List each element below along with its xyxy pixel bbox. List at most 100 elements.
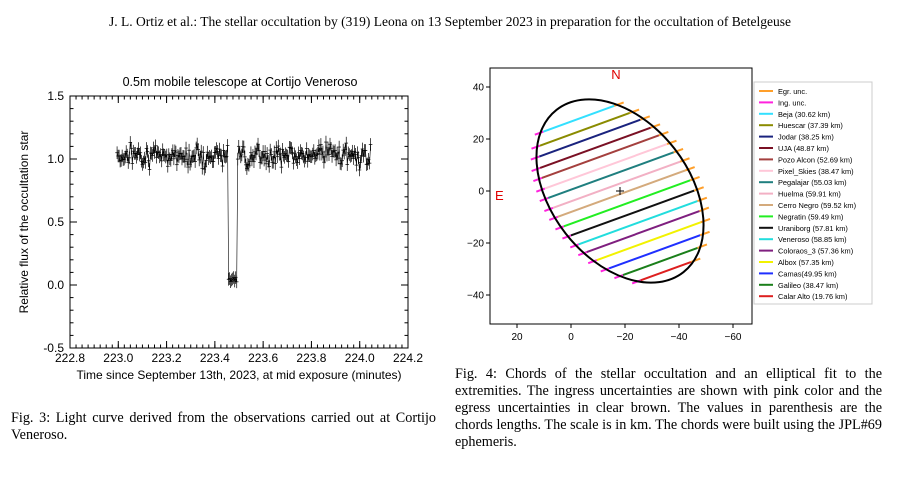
- x-tick-label: 223.0: [103, 351, 133, 365]
- egress-uncertainty: [679, 157, 690, 163]
- x-tick-label: 223.2: [152, 351, 182, 365]
- ingress-uncertainty: [533, 177, 543, 182]
- x-tick-label: −20: [617, 332, 634, 343]
- legend-label: Coloraos_3 (57.36 km): [778, 247, 853, 256]
- legend-label: Ing. unc.: [778, 98, 806, 107]
- chord-line: [608, 234, 701, 270]
- x-tick-label: −40: [671, 332, 688, 343]
- legend-label: Jodar (38.25 km): [778, 133, 834, 142]
- light-curve-xlabel: Time since September 13th, 2023, at mid …: [76, 368, 401, 382]
- chord-line: [578, 200, 698, 246]
- egress-uncertainty: [650, 123, 661, 129]
- chord-line: [557, 169, 686, 218]
- chord-line: [538, 118, 641, 158]
- chord-line: [542, 104, 615, 133]
- ingress-uncertainty: [548, 215, 559, 221]
- egress-uncertainty: [700, 217, 711, 224]
- chord-line: [539, 112, 631, 147]
- chord-line: [640, 261, 692, 282]
- chord-line: [539, 126, 652, 169]
- ingress-uncertainty: [587, 259, 598, 265]
- x-tick-label: 223.6: [248, 351, 278, 365]
- x-tick-label: 20: [511, 332, 523, 343]
- legend-label: Huescar (37.39 km): [778, 121, 843, 130]
- legend-label: Beja (30.62 km): [778, 110, 830, 119]
- ingress-uncertainty: [569, 243, 580, 249]
- legend-label: UJA (48.87 km): [778, 144, 829, 153]
- legend-label: Galileo (38.47 km): [778, 281, 838, 290]
- egress-uncertainty: [697, 196, 708, 203]
- figure3-caption: Fig. 3: Light curve derived from the obs…: [11, 410, 436, 443]
- center-cross: [616, 187, 624, 195]
- x-tick-label: 224.2: [393, 351, 423, 365]
- egress-uncertainty: [629, 108, 640, 114]
- egress-uncertainty: [673, 147, 684, 154]
- legend-label: Pozo Alcon (52.69 km): [778, 155, 852, 164]
- chord-line: [563, 179, 691, 228]
- y-tick-label: -0.5: [43, 341, 64, 355]
- ingress-uncertainty: [555, 225, 565, 231]
- egress-uncertainty: [658, 130, 669, 137]
- egress-uncertainty: [640, 115, 651, 121]
- y-tick-label: 0.5: [47, 215, 64, 229]
- x-tick-label: −60: [725, 332, 742, 343]
- east-label: E: [495, 188, 504, 203]
- chords-ticks: 20 0 −20 −40 −60 40 20 0 −20 −40: [467, 83, 742, 344]
- y-tick-label: 0.0: [47, 278, 64, 292]
- chord-line: [570, 189, 695, 237]
- legend-label: Veneroso (58.85 km): [778, 235, 847, 244]
- y-tick-label: 1.5: [47, 89, 64, 103]
- chords-plot-frame: [489, 67, 753, 325]
- ingress-uncertainty: [531, 144, 541, 150]
- egress-uncertainty: [699, 230, 710, 237]
- x-tick-label: 223.4: [200, 351, 230, 365]
- chord-line: [544, 143, 668, 190]
- egress-uncertainty: [666, 139, 677, 146]
- chords-lines: [530, 101, 711, 285]
- legend-label: Calar Alto (19.76 km): [778, 292, 847, 301]
- light-curve-ylabel: Relative flux of the occultation star: [17, 131, 31, 314]
- ingress-uncertainty: [531, 167, 541, 172]
- y-tick-label: 40: [473, 83, 485, 94]
- page-header: J. L. Ortiz et al.: The stellar occultat…: [108, 14, 792, 29]
- chords-legend: Egr. unc. Ing. unc. Beja (30.62 km) Huescar…: [753, 81, 873, 305]
- egress-uncertainty: [697, 243, 708, 249]
- legend-label: Cerro Negro (59.52 km): [778, 201, 856, 210]
- chord-line: [547, 151, 675, 199]
- north-label: N: [611, 67, 620, 82]
- ingress-uncertainty: [562, 234, 572, 240]
- chord-line: [541, 134, 660, 179]
- legend-label: Pegalajar (55.03 km): [778, 178, 847, 187]
- legend-label: Pixel_Skies (38.47 km): [778, 167, 854, 176]
- y-tick-label: 1.0: [47, 152, 64, 166]
- ingress-uncertainty: [544, 207, 554, 213]
- chord-line: [552, 160, 681, 209]
- y-tick-label: −20: [467, 239, 484, 250]
- legend-label: Negratin (59.49 km): [778, 212, 843, 221]
- chord-line: [596, 221, 701, 262]
- legend-label: Camas(49.95 km): [778, 269, 837, 278]
- chord-line: [586, 210, 700, 253]
- legend-frame: [753, 81, 873, 305]
- x-tick-label: 0: [568, 332, 574, 343]
- ingress-uncertainty: [534, 130, 544, 136]
- egress-uncertainty: [684, 166, 696, 172]
- light-curve-line: [116, 142, 371, 283]
- egress-uncertainty: [693, 186, 704, 192]
- legend-label: Uraniborg (57.81 km): [778, 224, 848, 233]
- x-tick-label: 224.0: [345, 351, 375, 365]
- chords-figure: 20 0 −20 −40 −60 40 20 0 −20 −40 N E Egr. unc. Ing…: [467, 67, 873, 344]
- light-curve-figure: 0.5m mobile telescope at Cortijo Veneros…: [17, 75, 423, 382]
- legend-label: Huelma (59.91 km): [778, 190, 841, 199]
- egress-uncertainty: [689, 175, 700, 182]
- ingress-uncertainty: [577, 251, 588, 257]
- chord-line: [622, 246, 698, 277]
- legend-label: Egr. unc.: [778, 87, 807, 96]
- ingress-uncertainty: [530, 155, 540, 161]
- y-tick-label: 0: [478, 187, 484, 198]
- ingress-uncertainty: [535, 187, 546, 193]
- elliptical-fit: [535, 98, 705, 284]
- egress-uncertainty: [699, 206, 710, 212]
- legend-label: Albox (57.35 km): [778, 258, 834, 267]
- ingress-uncertainty: [539, 197, 549, 202]
